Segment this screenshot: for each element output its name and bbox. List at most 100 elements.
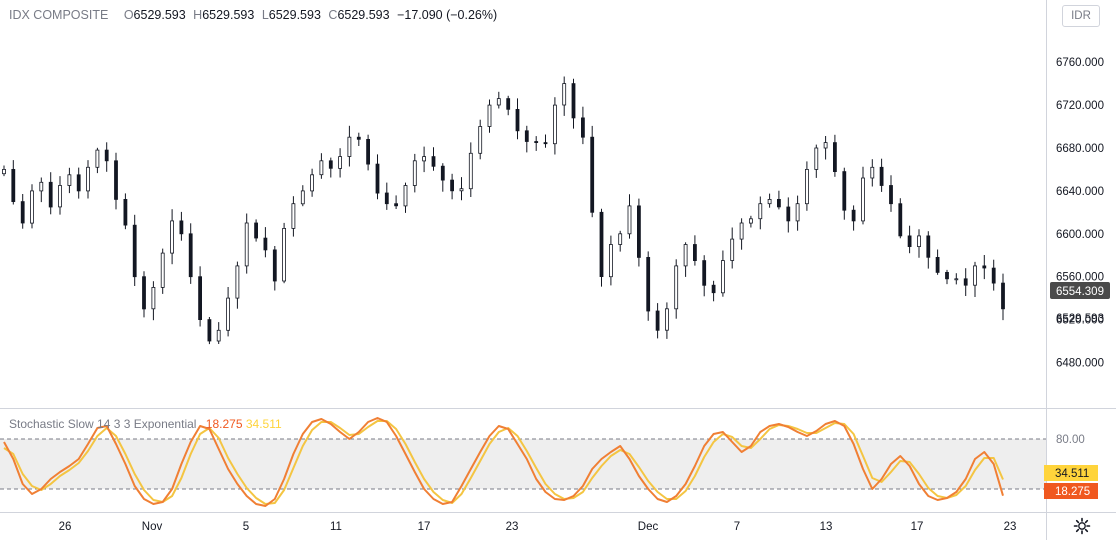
y-tick-label: 6720.000 <box>1056 100 1104 112</box>
candle-body <box>646 256 651 312</box>
stochastic-series <box>3 417 1004 507</box>
candle-body <box>767 198 772 205</box>
candle-body <box>151 286 156 310</box>
d-badge-text: 34.511 <box>1055 468 1089 480</box>
y-tick-label: 6680.000 <box>1056 143 1104 155</box>
candle-body <box>188 233 193 278</box>
candle-body <box>132 224 137 278</box>
candle-body <box>86 166 90 192</box>
x-tick-label: 7 <box>734 521 740 533</box>
candle-body <box>226 297 231 331</box>
high-label: H <box>193 8 203 22</box>
indicator-name[interactable]: Stochastic Slow 14 3 3 Exponential <box>9 417 197 431</box>
candle-body <box>898 203 903 237</box>
candle-body <box>440 165 445 181</box>
time-axis[interactable]: 26 Nov 5 11 17 23 Dec 7 13 17 23 <box>59 521 1017 533</box>
candle-body <box>347 136 352 157</box>
candle-body <box>272 249 277 282</box>
candle-body <box>973 265 977 286</box>
candle-body <box>244 222 249 267</box>
open-label: O <box>123 8 134 22</box>
x-tick-label: Dec <box>638 521 659 533</box>
candle-body <box>543 142 548 145</box>
candlestick-series <box>2 76 1005 345</box>
candle-body <box>991 267 996 284</box>
y-tick-label: 6760.000 <box>1056 57 1104 69</box>
candle-body <box>758 203 763 220</box>
k-badge-text: 18.275 <box>1055 486 1090 498</box>
symbol-name[interactable]: IDX COMPOSITE <box>9 8 109 22</box>
candle-body <box>926 235 931 258</box>
candle-body <box>235 265 240 299</box>
candle-body <box>861 177 865 222</box>
y-tick-label: 6640.000 <box>1056 186 1104 198</box>
candle-body <box>515 109 520 132</box>
candle-body <box>20 201 25 224</box>
low-value: 6529.593 <box>268 8 321 22</box>
d-value: 34.511 <box>245 417 282 431</box>
candle-body <box>384 192 389 205</box>
gear-icon[interactable] <box>1072 516 1092 536</box>
candle-body <box>254 222 259 239</box>
candle-body <box>879 166 884 186</box>
candle-body <box>403 185 408 207</box>
candle-body <box>506 98 511 110</box>
candle-body <box>67 174 72 186</box>
y-tick-label: 6560.000 <box>1056 272 1104 284</box>
candle-body <box>459 188 464 192</box>
candle-body <box>114 160 118 200</box>
symbol-legend: IDX COMPOSITE O6529.593 H6529.593 L6529.… <box>9 8 501 22</box>
candle-body <box>431 156 436 167</box>
candle-body <box>870 166 875 179</box>
candle-body <box>851 209 856 222</box>
candle-body <box>104 149 109 162</box>
x-tick-label: 23 <box>1004 521 1017 533</box>
candle-body <box>786 206 791 222</box>
candle-body <box>58 185 62 208</box>
y-tick-label: 6480.000 <box>1056 358 1104 370</box>
candle-body <box>310 174 315 192</box>
candle-body <box>450 179 455 192</box>
candle-body <box>496 98 501 106</box>
candle-body <box>319 160 324 176</box>
indicator-legend: Stochastic Slow 14 3 3 Exponential 18.27… <box>9 417 282 431</box>
candle-body <box>30 190 34 224</box>
high-value: 6529.593 <box>202 8 255 22</box>
candle-body <box>394 203 399 207</box>
candle-body <box>571 83 576 119</box>
candle-body <box>917 235 921 247</box>
candle-body <box>954 278 959 281</box>
candle-body <box>263 237 268 251</box>
close-label: C <box>328 8 338 22</box>
k-value-badge <box>1044 483 1098 499</box>
candle-body <box>534 141 539 144</box>
x-tick-label: Nov <box>142 521 163 533</box>
candle-body <box>198 276 203 321</box>
candle-body <box>95 149 100 168</box>
current-price-badge <box>1050 282 1110 299</box>
d-value-badge <box>1044 465 1098 481</box>
candle-body <box>693 244 697 262</box>
candle-body <box>618 233 623 245</box>
candle-body <box>721 260 725 294</box>
candle-body <box>553 104 557 145</box>
candle-body <box>749 218 753 224</box>
candle-body <box>2 168 6 175</box>
stoch-k-line <box>3 417 1004 507</box>
candle-body <box>805 168 809 205</box>
price-axis[interactable]: 6760.000 6720.000 6680.000 6640.000 6600.000… <box>1056 57 1104 369</box>
candle-body <box>1001 282 1005 310</box>
candle-body <box>282 227 287 282</box>
low-label: L <box>261 8 269 22</box>
candle-body <box>963 278 968 286</box>
candle-body <box>487 104 492 127</box>
candle-body <box>478 126 483 154</box>
candle-body <box>179 220 184 235</box>
x-tick-label: 26 <box>59 521 72 533</box>
currency-button[interactable]: IDR <box>1062 5 1100 27</box>
candle-body <box>674 265 679 310</box>
x-tick-label: 11 <box>330 521 342 533</box>
candle-body <box>665 308 669 331</box>
